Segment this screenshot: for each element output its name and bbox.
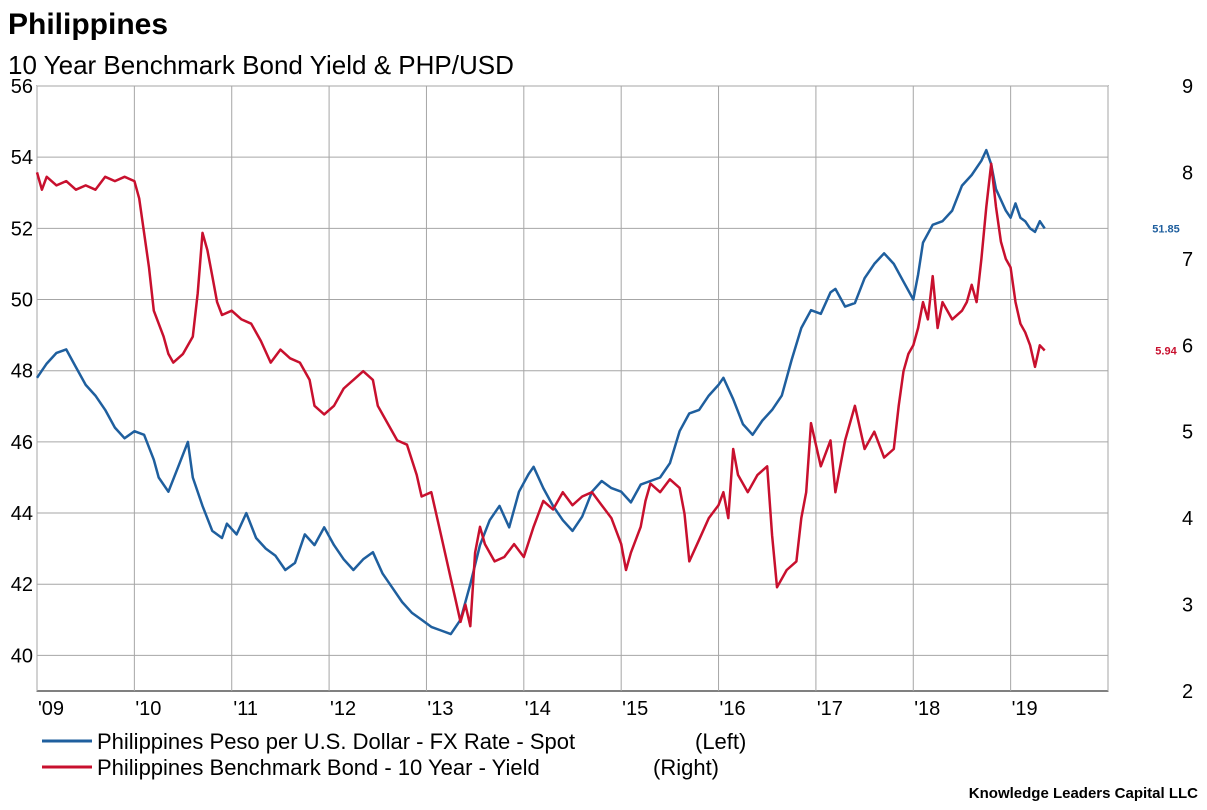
y-right-tick-label: 5 [1182, 422, 1193, 444]
x-tick-label: '19 [1012, 698, 1038, 720]
x-tick-label: '11 [233, 698, 258, 720]
legend-label-fx: Philippines Peso per U.S. Dollar - FX Ra… [97, 729, 575, 754]
end-label-yield: 5.94 [1155, 345, 1177, 357]
y-right-tick-label: 6 [1182, 335, 1193, 357]
y-right-tick-label: 4 [1182, 508, 1193, 530]
chart-title: Philippines [8, 8, 168, 41]
y-right-tick-label: 3 [1182, 595, 1193, 617]
x-tick-label: '17 [817, 698, 843, 720]
y-left-tick-label: 48 [11, 361, 33, 383]
y-left-tick-label: 44 [11, 503, 33, 525]
y-right-tick-label: 2 [1182, 681, 1193, 703]
x-tick-label: '14 [525, 698, 551, 720]
y-right-tick-label: 8 [1182, 162, 1193, 184]
legend-axis-yield: (Right) [653, 755, 719, 780]
y-left-tick-label: 52 [11, 218, 33, 240]
x-tick-label: '12 [330, 698, 356, 720]
y-left-tick-label: 54 [11, 147, 33, 169]
y-left-tick-label: 50 [11, 290, 33, 312]
legend: Philippines Peso per U.S. Dollar - FX Ra… [42, 729, 746, 780]
end-labels: 51.85 5.94 [1152, 223, 1180, 357]
chart-subtitle: 10 Year Benchmark Bond Yield & PHP/USD [8, 50, 514, 80]
x-axis: '09 '10 '11 '12 '13 '14 '15 '16 '17 '18 '19 [38, 698, 1038, 720]
series-line-yield [35, 162, 1046, 628]
plot-area [36, 85, 1109, 692]
y-right-tick-label: 9 [1182, 76, 1193, 98]
series-layer [35, 148, 1046, 636]
y-left-tick-label: 46 [11, 432, 33, 454]
x-tick-label: '13 [427, 698, 453, 720]
series-line-fx [35, 148, 1046, 636]
y-left-tick-label: 42 [11, 574, 33, 596]
x-tick-label: '09 [38, 698, 64, 720]
legend-axis-fx: (Left) [695, 729, 746, 754]
x-tick-label: '10 [135, 698, 161, 720]
y-left-tick-label: 40 [11, 645, 33, 667]
x-tick-label: '18 [914, 698, 940, 720]
legend-label-yield: Philippines Benchmark Bond - 10 Year - Y… [97, 755, 540, 780]
y-axis-right: 2 3 4 5 6 7 8 9 [1182, 76, 1193, 703]
gridlines [36, 85, 1109, 691]
x-tick-label: '16 [720, 698, 746, 720]
y-right-tick-label: 7 [1182, 249, 1193, 271]
x-tick-label: '15 [622, 698, 648, 720]
end-label-fx: 51.85 [1152, 223, 1180, 235]
credit-text: Knowledge Leaders Capital LLC [969, 785, 1198, 802]
y-left-tick-label: 56 [11, 76, 33, 98]
y-axis-left: 40 42 44 46 48 50 52 54 56 [11, 76, 33, 667]
